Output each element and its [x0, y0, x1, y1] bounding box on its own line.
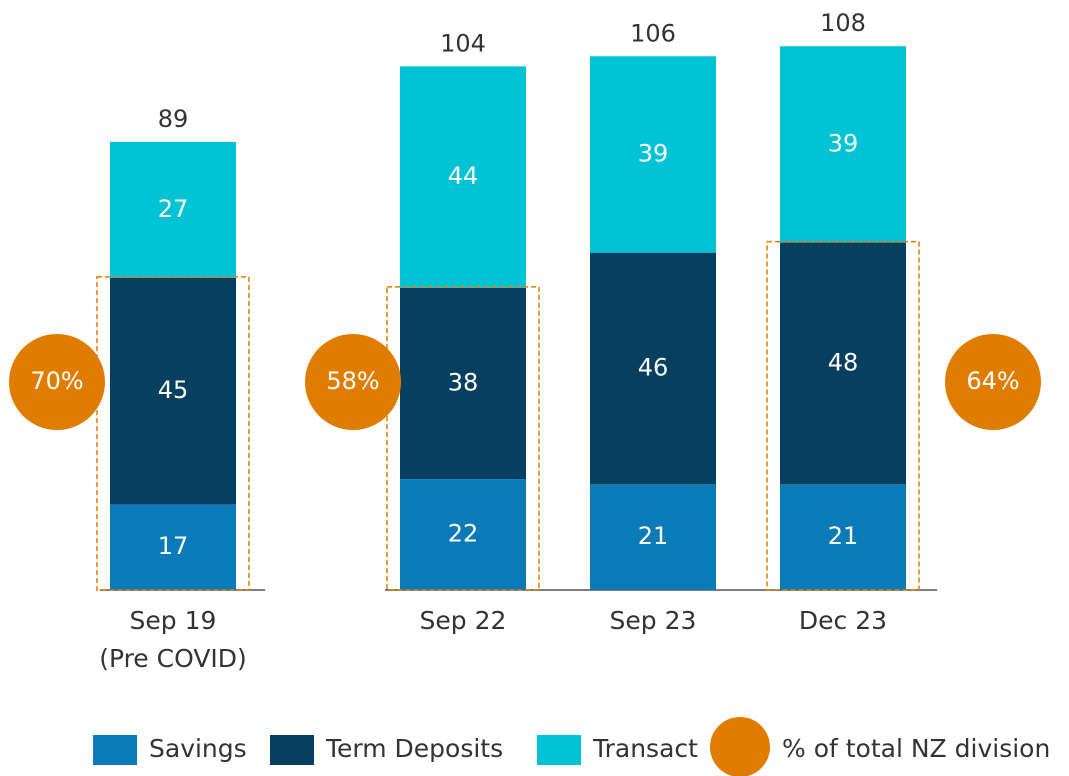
bar-segment [780, 46, 906, 243]
segment-label: 39 [638, 139, 669, 167]
x-tick-sublabel: (Pre COVID) [99, 644, 247, 673]
segment-label: 46 [638, 353, 669, 381]
bar-segment [110, 141, 236, 278]
total-label: 108 [820, 9, 866, 37]
share-marker [945, 334, 1041, 430]
share-box [386, 286, 540, 591]
segment-label: 17 [158, 532, 189, 560]
legend-swatch [710, 717, 770, 776]
bar-segment [590, 252, 716, 485]
legend-label: % of total NZ division [782, 734, 1050, 763]
legend-label: Transact [592, 734, 698, 763]
bar-segment [400, 287, 526, 480]
segment-label: 48 [828, 348, 859, 376]
segment-label: 21 [828, 522, 859, 550]
segment-label: 39 [828, 129, 859, 157]
segment-label: 45 [158, 376, 189, 404]
legend-label: Term Deposits [325, 734, 503, 763]
segment-label: 38 [448, 369, 479, 397]
share-box [766, 240, 920, 591]
legend-swatch [93, 735, 137, 765]
bar-segment [400, 479, 526, 590]
total-label: 104 [440, 29, 486, 57]
share-marker [9, 334, 105, 430]
bar-segment [110, 504, 236, 590]
segment-label: 44 [448, 162, 479, 190]
legend-swatch [537, 735, 581, 765]
x-tick-label: Sep 23 [610, 606, 697, 635]
bar-segment [590, 484, 716, 590]
segment-label: 21 [638, 522, 669, 550]
x-tick-label: Sep 22 [420, 606, 507, 635]
total-label: 106 [630, 19, 676, 47]
bar-segment [590, 56, 716, 253]
share-marker [305, 334, 401, 430]
segment-label: 22 [448, 520, 479, 548]
legend-swatch [270, 735, 314, 765]
x-tick-label: Sep 19 [130, 606, 217, 635]
share-label: 64% [966, 367, 1019, 395]
total-label: 89 [158, 105, 189, 133]
x-tick-label: Dec 23 [799, 606, 887, 635]
bar-segment [780, 242, 906, 485]
legend-label: Savings [149, 734, 247, 763]
share-label: 70% [30, 367, 83, 395]
bar-segment [780, 484, 906, 590]
bar-segment [400, 66, 526, 288]
share-box [96, 276, 250, 591]
bar-segment [110, 277, 236, 505]
share-label: 58% [326, 367, 379, 395]
segment-label: 27 [158, 195, 189, 223]
